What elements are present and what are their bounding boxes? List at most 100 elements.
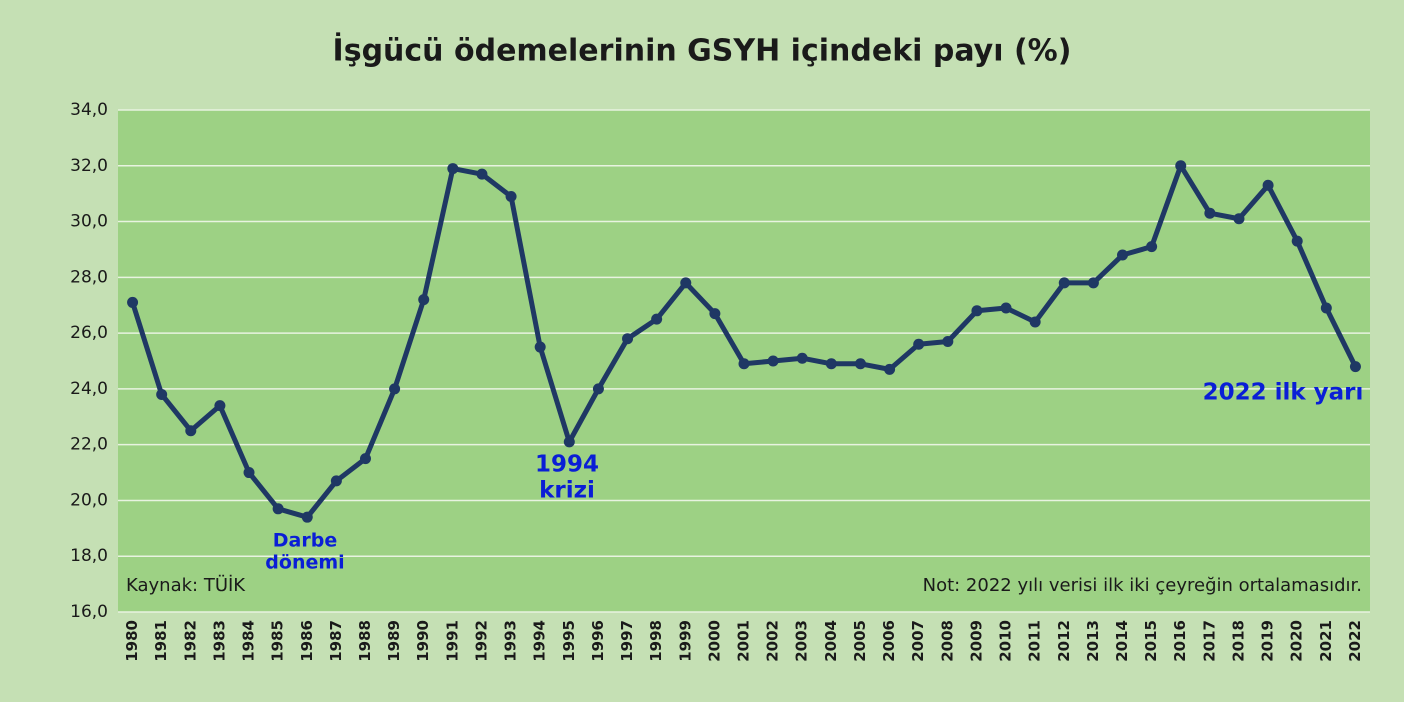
x-tick-label: 1997 (618, 620, 636, 662)
data-point (942, 335, 954, 347)
data-point (1349, 361, 1361, 373)
x-tick-label: 1981 (152, 620, 170, 662)
x-tick-label: 1991 (443, 620, 461, 662)
data-point (389, 383, 401, 395)
y-tick-label: 28,0 (70, 267, 108, 287)
data-point (1029, 316, 1041, 328)
x-tick-label: 2017 (1200, 620, 1218, 662)
x-tick-label: 2013 (1084, 620, 1102, 662)
data-point (505, 190, 517, 202)
data-point (1175, 160, 1187, 172)
x-tick-label: 1988 (356, 620, 374, 662)
data-point (825, 358, 837, 370)
data-point (884, 363, 896, 375)
y-tick-label: 26,0 (70, 323, 108, 343)
x-tick-label: 2002 (764, 620, 782, 662)
y-tick-label: 16,0 (70, 602, 108, 622)
data-point (709, 308, 721, 320)
data-point (127, 296, 139, 308)
y-tick-label: 30,0 (70, 212, 108, 232)
x-tick-label: 2018 (1229, 620, 1247, 662)
x-tick-label: 1995 (560, 620, 578, 662)
x-tick-label: 1984 (240, 620, 258, 662)
data-point (1087, 277, 1099, 289)
y-tick-label: 22,0 (70, 435, 108, 455)
data-point (971, 305, 983, 317)
data-point (1000, 302, 1012, 314)
note: Not: 2022 yılı verisi ilk iki çeyreğin o… (923, 575, 1362, 596)
x-tick-label: 1986 (298, 620, 316, 662)
x-tick-label: 2011 (1026, 620, 1044, 662)
annotation: krizi (539, 478, 595, 504)
data-point (272, 503, 284, 515)
x-tick-label: 2006 (880, 620, 898, 662)
data-point (447, 163, 459, 175)
chart-title: İşgücü ödemelerinin GSYH içindeki payı (… (333, 33, 1072, 69)
x-tick-label: 1993 (502, 620, 520, 662)
annotation: Darbe (273, 530, 337, 552)
x-tick-label: 2007 (909, 620, 927, 662)
data-point (301, 511, 313, 523)
y-tick-label: 24,0 (70, 379, 108, 399)
data-point (330, 475, 342, 487)
x-tick-label: 2004 (822, 620, 840, 662)
data-point (651, 313, 663, 325)
data-point (563, 436, 575, 448)
x-tick-label: 2012 (1055, 620, 1073, 662)
data-point (1204, 207, 1216, 219)
data-point (185, 425, 197, 437)
x-tick-label: 1985 (269, 620, 287, 662)
y-tick-label: 18,0 (70, 546, 108, 566)
data-point (418, 294, 430, 306)
annotation: 2022 ilk yarı (1203, 380, 1364, 406)
x-tick-label: 2010 (997, 620, 1015, 662)
y-tick-label: 34,0 (70, 100, 108, 120)
annotation: dönemi (265, 552, 344, 574)
x-tick-label: 2015 (1142, 620, 1160, 662)
x-tick-label: 1983 (210, 620, 228, 662)
source: Kaynak: TÜİK (126, 574, 246, 596)
data-point (1058, 277, 1070, 289)
x-tick-label: 2022 (1346, 620, 1364, 662)
x-tick-label: 2019 (1259, 620, 1277, 662)
x-tick-label: 1998 (647, 620, 665, 662)
data-point (534, 341, 546, 353)
x-tick-label: 1999 (676, 620, 694, 662)
data-point (1233, 213, 1245, 225)
data-point (622, 333, 634, 345)
data-point (854, 358, 866, 370)
x-tick-label: 2003 (793, 620, 811, 662)
data-point (1320, 302, 1332, 314)
data-point (767, 355, 779, 367)
data-point (1146, 241, 1158, 253)
x-tick-label: 1990 (414, 620, 432, 662)
x-tick-label: 2021 (1317, 620, 1335, 662)
data-point (592, 383, 604, 395)
x-tick-label: 1987 (327, 620, 345, 662)
y-tick-label: 32,0 (70, 156, 108, 176)
data-point (738, 358, 750, 370)
data-point (243, 467, 255, 479)
x-tick-label: 1994 (531, 620, 549, 662)
x-tick-label: 2001 (735, 620, 753, 662)
annotation: 1994 (535, 452, 599, 478)
data-point (680, 277, 692, 289)
x-tick-label: 2000 (705, 620, 723, 662)
x-tick-label: 1996 (589, 620, 607, 662)
data-point (476, 168, 488, 180)
data-point (796, 352, 808, 364)
x-tick-label: 2005 (851, 620, 869, 662)
data-point (214, 400, 226, 412)
x-tick-label: 1992 (472, 620, 490, 662)
x-tick-label: 1982 (181, 620, 199, 662)
x-tick-label: 1989 (385, 620, 403, 662)
data-point (913, 338, 925, 350)
data-point (1291, 235, 1303, 247)
data-point (1117, 249, 1129, 261)
data-point (156, 388, 168, 400)
data-point (1262, 179, 1274, 191)
x-tick-label: 2020 (1288, 620, 1306, 662)
x-tick-label: 2016 (1171, 620, 1189, 662)
x-tick-label: 2009 (967, 620, 985, 662)
